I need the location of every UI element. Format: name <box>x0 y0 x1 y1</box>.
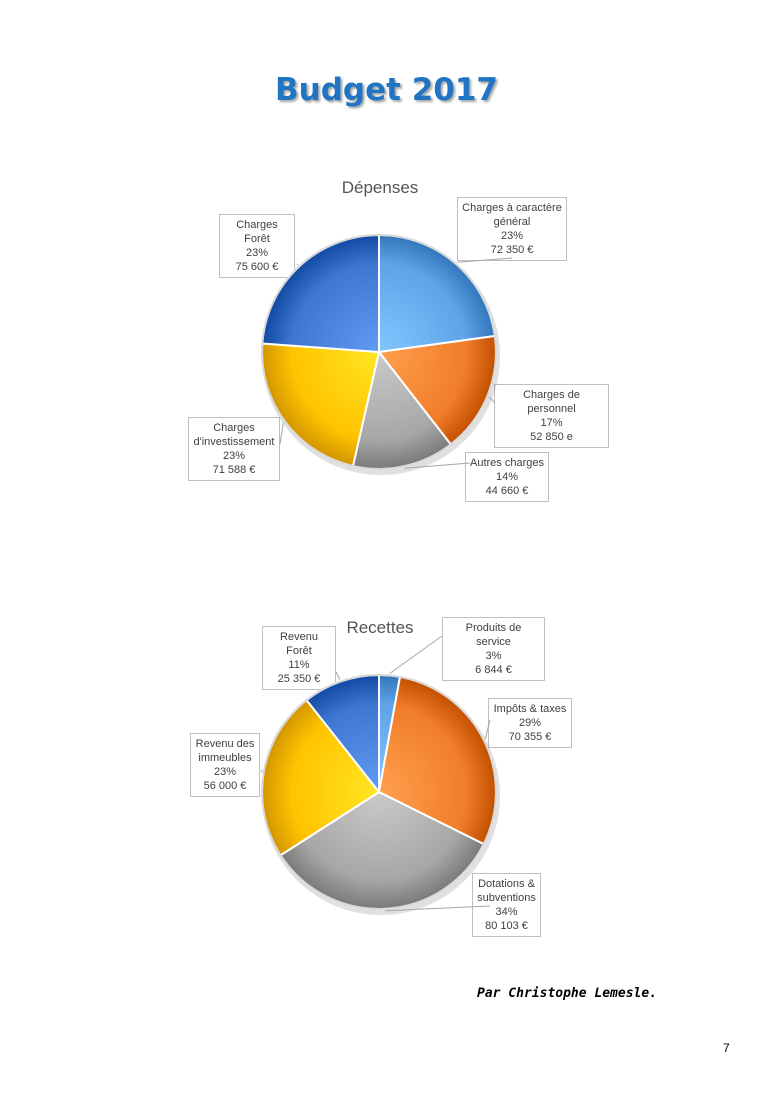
leader-line-charges-foret <box>296 263 299 266</box>
pie-rim <box>261 234 497 470</box>
data-label-autres-charges: Autres charges 14% 44 660 € <box>465 452 549 502</box>
chart-title-depenses: Dépenses <box>341 178 419 197</box>
data-label-produits-de-service: Produits de service 3% 6 844 € <box>442 617 545 681</box>
leader-line-charges-caractere-general <box>457 257 513 263</box>
leader-line-autres-charges <box>404 462 471 469</box>
data-label-dotations-subventions: Dotations & subventions 34% 80 103 € <box>472 873 541 937</box>
leader-line-charges-investissement <box>279 422 284 445</box>
chart-title-recettes: Recettes <box>346 618 414 637</box>
data-label-revenu-foret: Revenu Forêt 11% 25 350 € <box>262 626 336 690</box>
pie-slice-charges-caractere-general <box>378 233 497 354</box>
leader-line-charges-de-personnel <box>488 396 496 404</box>
page-number: 7 <box>723 1041 730 1055</box>
pie-rim <box>261 674 497 910</box>
author-credit: Par Christophe Lemesle. <box>477 986 658 1001</box>
leader-line-produits-de-service <box>389 635 443 674</box>
data-label-charges-investissement: Charges d'investissement 23% 71 588 € <box>188 417 280 481</box>
pie-slice-charges-foret <box>261 233 380 354</box>
data-label-impots-taxes: Impôts & taxes 29% 70 355 € <box>488 698 572 748</box>
page-title: Budget 2017 <box>275 72 498 108</box>
data-label-charges-caractere-general: Charges à caractère général 23% 72 350 € <box>457 197 567 261</box>
data-label-charges-de-personnel: Charges de personnel 17% 52 850 e <box>494 384 609 448</box>
data-label-revenu-des-immeubles: Revenu des immeubles 23% 56 000 € <box>190 733 260 797</box>
leader-line-revenu-foret <box>335 671 341 680</box>
leader-line-impots-taxes <box>484 719 491 739</box>
leader-line-dotations-subventions <box>385 905 491 912</box>
data-label-charges-foret: Charges Forêt 23% 75 600 € <box>219 214 295 278</box>
